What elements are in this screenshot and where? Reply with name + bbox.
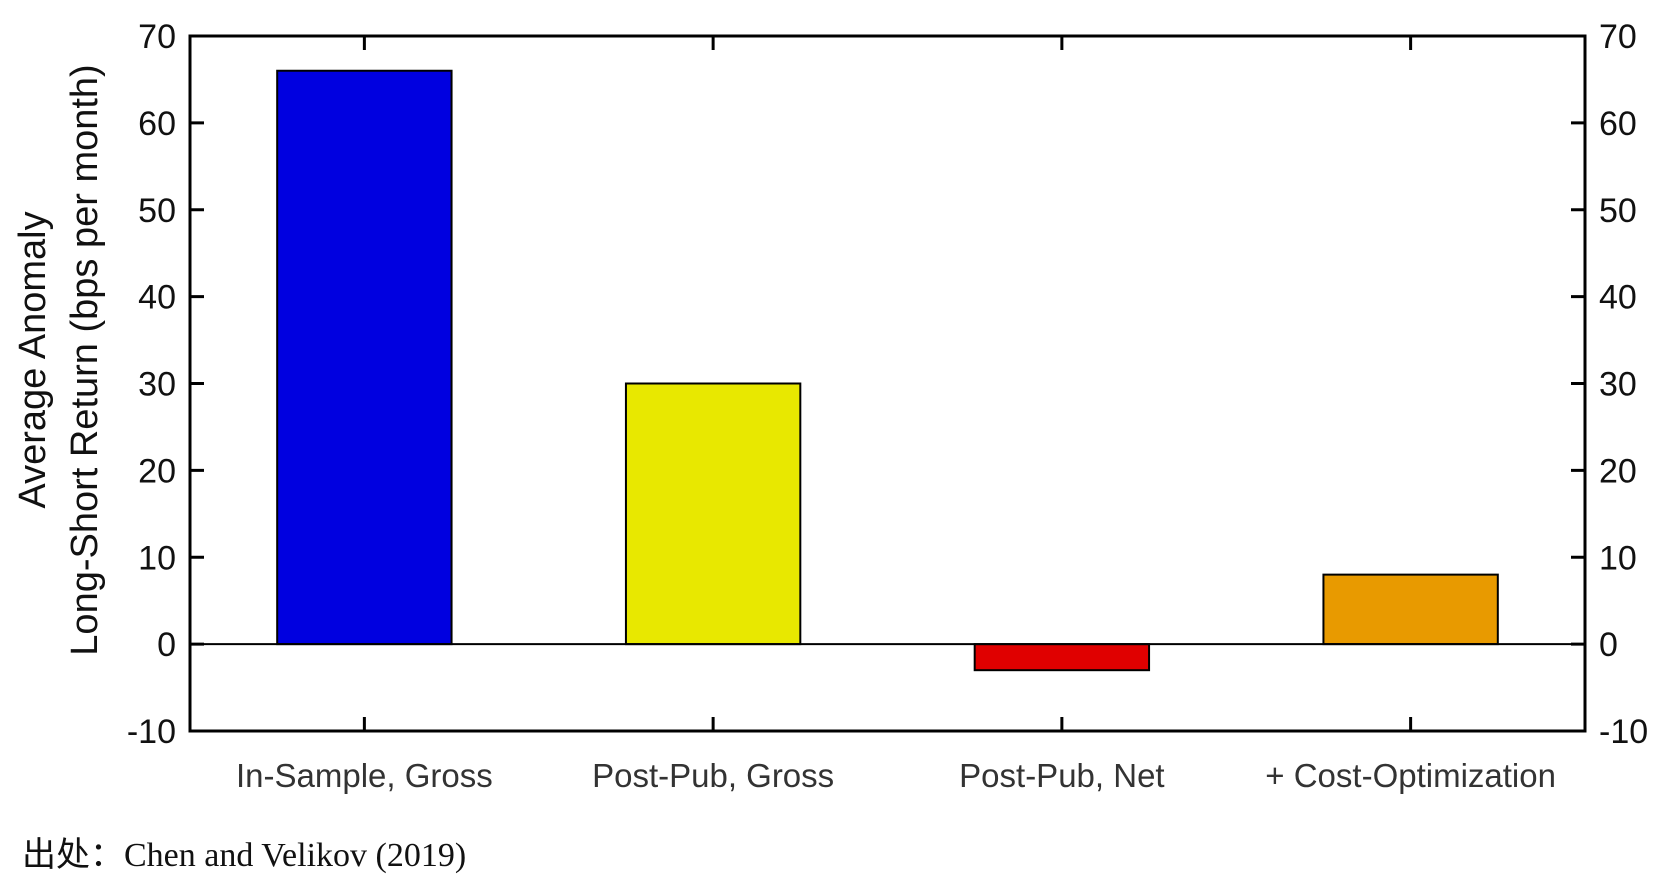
y-tick-label-right-0: -10 bbox=[1599, 713, 1648, 751]
bar-3 bbox=[973, 643, 1151, 672]
category-label-4: + Cost-Optimization bbox=[1265, 757, 1556, 794]
left-axis-tick-labels: -10 0 10 20 30 40 50 60 70 bbox=[127, 18, 176, 751]
y-tick-label-right-6: 50 bbox=[1599, 192, 1637, 230]
category-labels: In-Sample, Gross Post-Pub, Gross Post-Pub,… bbox=[236, 757, 1556, 794]
y-tick-label-left-1: 0 bbox=[157, 626, 176, 664]
y-tick-label-right-8: 70 bbox=[1599, 18, 1637, 56]
y-tick-label-right-7: 60 bbox=[1599, 105, 1637, 143]
y-tick-label-right-2: 10 bbox=[1599, 539, 1637, 577]
y-tick-label-right-4: 30 bbox=[1599, 366, 1637, 404]
y-tick-label-left-4: 30 bbox=[138, 366, 176, 404]
y-tick-label-right-3: 20 bbox=[1599, 452, 1637, 490]
y-axis-label-line-2: Long-Short Return (bps per month) bbox=[64, 64, 106, 655]
y-tick-label-left-5: 40 bbox=[138, 279, 176, 317]
y-tick-label-left-3: 20 bbox=[138, 452, 176, 490]
ticks-layer bbox=[190, 34, 1585, 733]
y-tick-label-left-6: 50 bbox=[138, 192, 176, 230]
y-tick-label-left-0: -10 bbox=[127, 713, 176, 751]
y-axis-label-line-1: Average Anomaly bbox=[12, 211, 54, 508]
bar-1 bbox=[276, 69, 453, 646]
bars-layer bbox=[276, 69, 1499, 672]
bar-2 bbox=[624, 382, 802, 646]
y-tick-label-left-8: 70 bbox=[138, 18, 176, 56]
source-note: 出处：Chen and Velikov (2019) bbox=[22, 836, 466, 874]
y-tick-label-right-5: 40 bbox=[1599, 279, 1637, 317]
y-tick-label-right-1: 0 bbox=[1599, 626, 1618, 664]
y-tick-label-left-7: 60 bbox=[138, 105, 176, 143]
right-axis-tick-labels: -10 0 10 20 30 40 50 60 70 bbox=[1599, 18, 1648, 751]
category-label-2: Post-Pub, Gross bbox=[592, 757, 834, 794]
bar-4 bbox=[1322, 573, 1499, 646]
category-label-3: Post-Pub, Net bbox=[959, 757, 1164, 794]
category-label-1: In-Sample, Gross bbox=[236, 757, 493, 794]
y-tick-label-left-2: 10 bbox=[138, 539, 176, 577]
